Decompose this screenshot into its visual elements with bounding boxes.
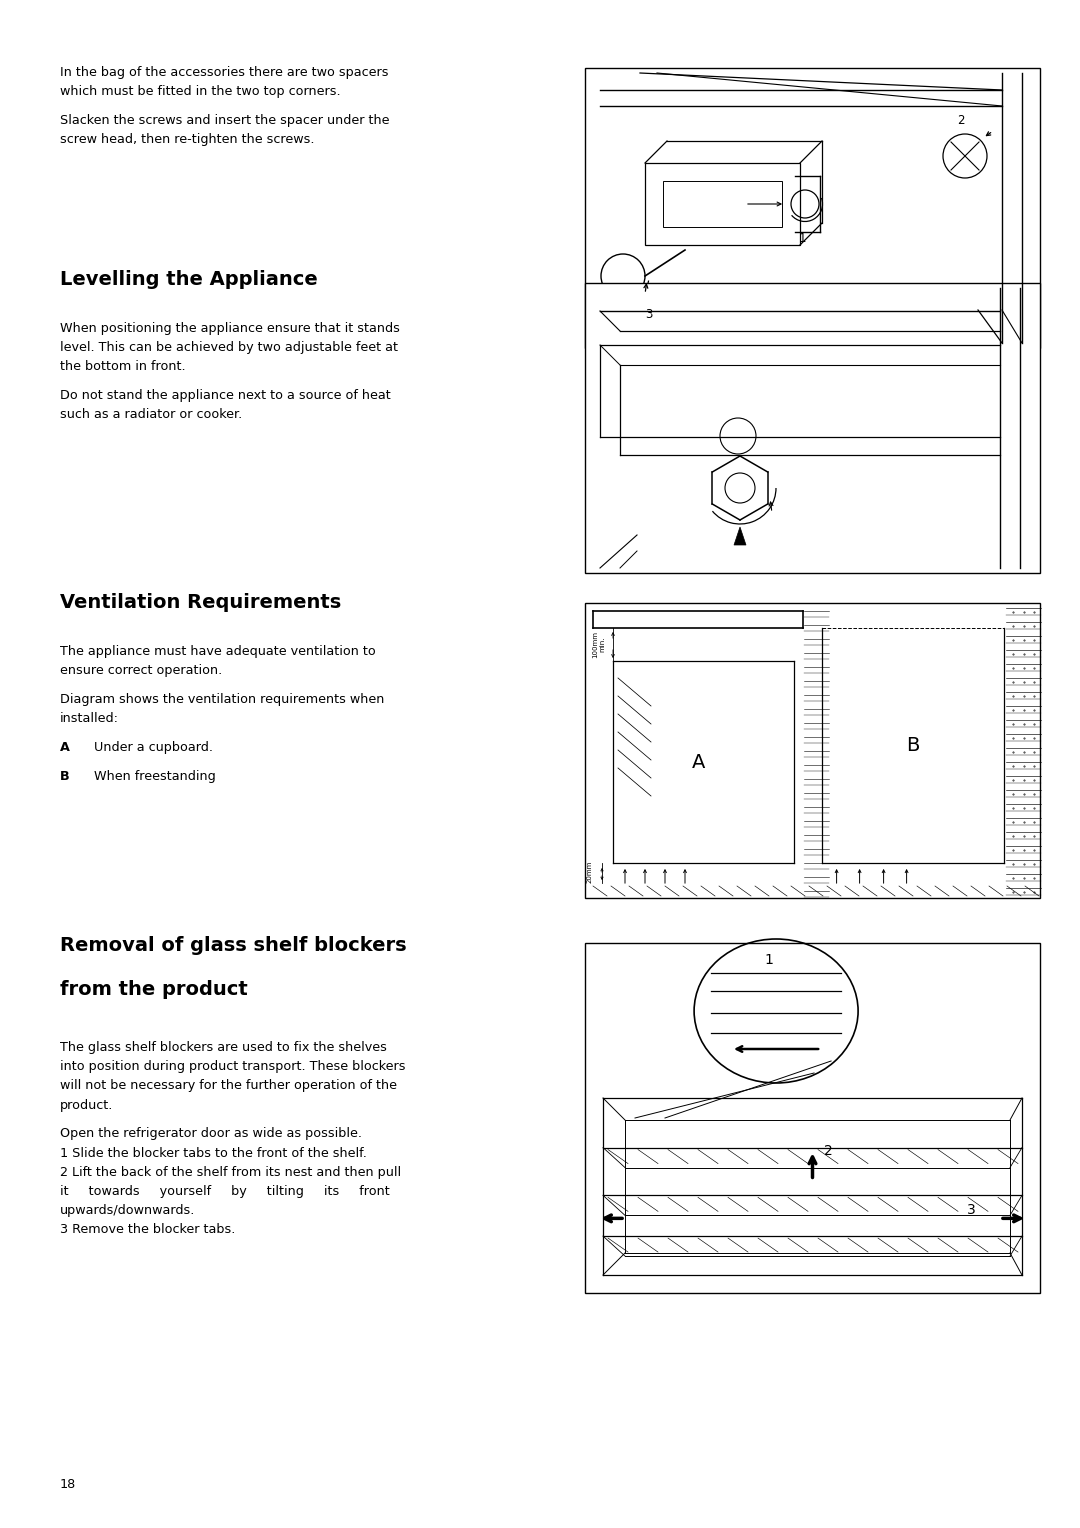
- Text: A: A: [60, 741, 70, 753]
- Text: 3 Remove the blocker tabs.: 3 Remove the blocker tabs.: [60, 1224, 235, 1236]
- Bar: [585, 283, 1040, 573]
- Text: the bottom in front.: the bottom in front.: [60, 361, 186, 373]
- Polygon shape: [734, 527, 746, 545]
- Text: 18: 18: [60, 1478, 77, 1491]
- Text: will not be necessary for the further operation of the: will not be necessary for the further op…: [60, 1079, 397, 1093]
- Text: Open the refrigerator door as wide as possible.: Open the refrigerator door as wide as po…: [60, 1128, 362, 1140]
- Text: In the bag of the accessories there are two spacers: In the bag of the accessories there are …: [60, 66, 389, 79]
- Bar: [585, 69, 1040, 348]
- Bar: [645, 163, 800, 244]
- Text: ensure correct operation.: ensure correct operation.: [60, 665, 222, 677]
- Text: product.: product.: [60, 1099, 113, 1111]
- Text: 100mm
min.: 100mm min.: [593, 631, 606, 657]
- Text: Levelling the Appliance: Levelling the Appliance: [60, 270, 318, 289]
- Text: such as a radiator or cooker.: such as a radiator or cooker.: [60, 408, 242, 422]
- Text: 3: 3: [645, 309, 652, 321]
- Text: 3: 3: [967, 1204, 975, 1218]
- Text: Removal of glass shelf blockers: Removal of glass shelf blockers: [60, 937, 407, 955]
- Text: 2: 2: [957, 115, 964, 127]
- Text: B: B: [906, 736, 919, 755]
- Text: upwards/downwards.: upwards/downwards.: [60, 1204, 195, 1218]
- Text: Slacken the screws and insert the spacer under the: Slacken the screws and insert the spacer…: [60, 115, 390, 127]
- Text: 1: 1: [799, 232, 807, 244]
- Text: Under a cupboard.: Under a cupboard.: [90, 741, 213, 753]
- Text: 2 Lift the back of the shelf from its nest and then pull: 2 Lift the back of the shelf from its ne…: [60, 1166, 401, 1178]
- Text: Diagram shows the ventilation requirements when: Diagram shows the ventilation requiremen…: [60, 694, 384, 706]
- Text: The appliance must have adequate ventilation to: The appliance must have adequate ventila…: [60, 645, 376, 659]
- Text: 20mm: 20mm: [588, 860, 593, 883]
- Text: The glass shelf blockers are used to fix the shelves: The glass shelf blockers are used to fix…: [60, 1041, 387, 1054]
- Bar: [585, 604, 1040, 898]
- Text: from the product: from the product: [60, 979, 247, 999]
- Text: level. This can be achieved by two adjustable feet at: level. This can be achieved by two adjus…: [60, 341, 399, 354]
- Text: screw head, then re-tighten the screws.: screw head, then re-tighten the screws.: [60, 133, 314, 147]
- Text: When positioning the appliance ensure that it stands: When positioning the appliance ensure th…: [60, 322, 400, 335]
- Text: installed:: installed:: [60, 712, 119, 726]
- Bar: [585, 943, 1040, 1293]
- Text: 1 Slide the blocker tabs to the front of the shelf.: 1 Slide the blocker tabs to the front of…: [60, 1146, 367, 1160]
- Text: B: B: [60, 770, 69, 782]
- Text: 1: 1: [764, 953, 773, 967]
- Text: A: A: [692, 752, 705, 772]
- Text: Ventilation Requirements: Ventilation Requirements: [60, 593, 341, 613]
- Bar: [663, 180, 782, 228]
- Text: into position during product transport. These blockers: into position during product transport. …: [60, 1060, 405, 1073]
- Text: When freestanding: When freestanding: [90, 770, 216, 782]
- Text: which must be fitted in the two top corners.: which must be fitted in the two top corn…: [60, 86, 340, 98]
- Text: Do not stand the appliance next to a source of heat: Do not stand the appliance next to a sou…: [60, 390, 391, 402]
- Text: it     towards     yourself     by     tilting     its     front: it towards yourself by tilting its front: [60, 1186, 390, 1198]
- Text: 2: 2: [824, 1144, 834, 1158]
